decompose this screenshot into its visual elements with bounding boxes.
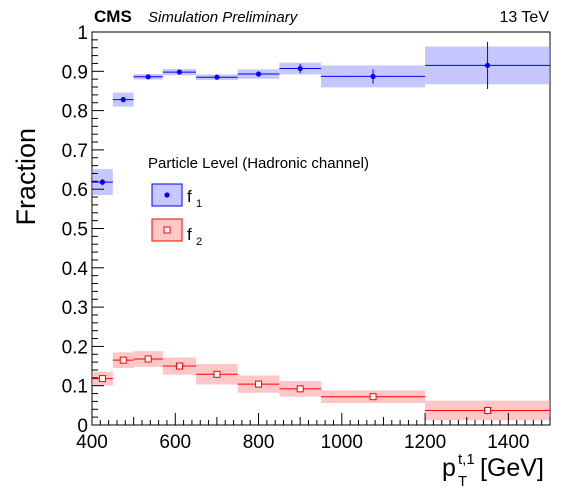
energy-label: 13 TeV bbox=[499, 9, 549, 26]
y-tick-label-0.3: 0.3 bbox=[62, 298, 88, 319]
legend-sub-f1: 1 bbox=[196, 198, 202, 210]
legend-label-f2: f bbox=[187, 225, 192, 244]
y-tick-label-0: 0 bbox=[77, 416, 88, 437]
legend: Particle Level (Hadronic channel) f 1 f … bbox=[148, 155, 369, 248]
point-f1-0 bbox=[99, 179, 106, 185]
point-f2-3 bbox=[175, 362, 183, 370]
point-f2-2 bbox=[144, 355, 152, 363]
y-axis-title: Fraction bbox=[11, 128, 41, 226]
x-axis-title: p t,1 T [GeV] bbox=[442, 451, 544, 490]
x-axis-title-unit: [GeV] bbox=[480, 454, 544, 482]
x-tick-label-800: 800 bbox=[243, 432, 275, 453]
legend-sub-f2: 2 bbox=[196, 236, 202, 248]
x-tick-label-600: 600 bbox=[159, 432, 191, 453]
x-tick-label-1400: 1400 bbox=[487, 432, 529, 453]
x-tick-label-1200: 1200 bbox=[404, 432, 446, 453]
point-f1-1 bbox=[120, 96, 126, 103]
tick-labels: 400 600 800 1000 1200 1400 0 0.1 0.2 0.3 0.4 0.5 0.6… bbox=[62, 23, 530, 453]
point-f1-5 bbox=[255, 71, 262, 77]
legend-label-f1: f bbox=[187, 187, 192, 206]
point-f2-5 bbox=[255, 380, 263, 388]
y-tick-label-0.1: 0.1 bbox=[62, 377, 88, 398]
point-f1-4 bbox=[214, 74, 220, 80]
data-markers bbox=[98, 62, 492, 414]
point-f1-8 bbox=[484, 62, 491, 69]
point-f1-2 bbox=[145, 74, 151, 80]
legend-title: Particle Level (Hadronic channel) bbox=[148, 155, 369, 172]
legend-marker-f1 bbox=[164, 192, 170, 198]
x-axis-title-superscript: t,1 bbox=[458, 451, 475, 468]
y-tick-label-0.2: 0.2 bbox=[62, 337, 88, 358]
point-f2-0 bbox=[98, 375, 106, 383]
x-axis-title-subscript: T bbox=[458, 473, 467, 490]
point-f2-1 bbox=[119, 356, 127, 364]
axis-ticks bbox=[91, 31, 551, 426]
x-axis-title-base: p bbox=[442, 454, 456, 482]
point-f2-7 bbox=[369, 393, 377, 401]
x-tick-label-1000: 1000 bbox=[321, 432, 363, 453]
point-f2-4 bbox=[213, 370, 221, 378]
status-label: Simulation Preliminary bbox=[148, 9, 299, 26]
point-f2-8 bbox=[484, 406, 492, 414]
point-f1-7 bbox=[370, 73, 376, 80]
legend-marker-f2 bbox=[163, 226, 171, 234]
point-f1-3 bbox=[176, 69, 183, 75]
point-f1-6 bbox=[297, 65, 303, 72]
y-tick-label-0.5: 0.5 bbox=[62, 220, 88, 241]
y-tick-label-0.8: 0.8 bbox=[62, 102, 88, 123]
y-tick-label-1: 1 bbox=[77, 23, 88, 44]
cms-label: CMS bbox=[94, 7, 132, 26]
legend-entry-f1: f 1 bbox=[151, 183, 202, 210]
point-f2-6 bbox=[296, 385, 304, 393]
y-tick-label-0.7: 0.7 bbox=[62, 141, 88, 162]
y-tick-label-0.4: 0.4 bbox=[62, 259, 89, 280]
x-tick-label-400: 400 bbox=[76, 432, 108, 453]
legend-entry-f2: f 2 bbox=[151, 218, 202, 248]
y-tick-label-0.9: 0.9 bbox=[62, 62, 88, 83]
y-tick-label-0.6: 0.6 bbox=[62, 180, 88, 201]
